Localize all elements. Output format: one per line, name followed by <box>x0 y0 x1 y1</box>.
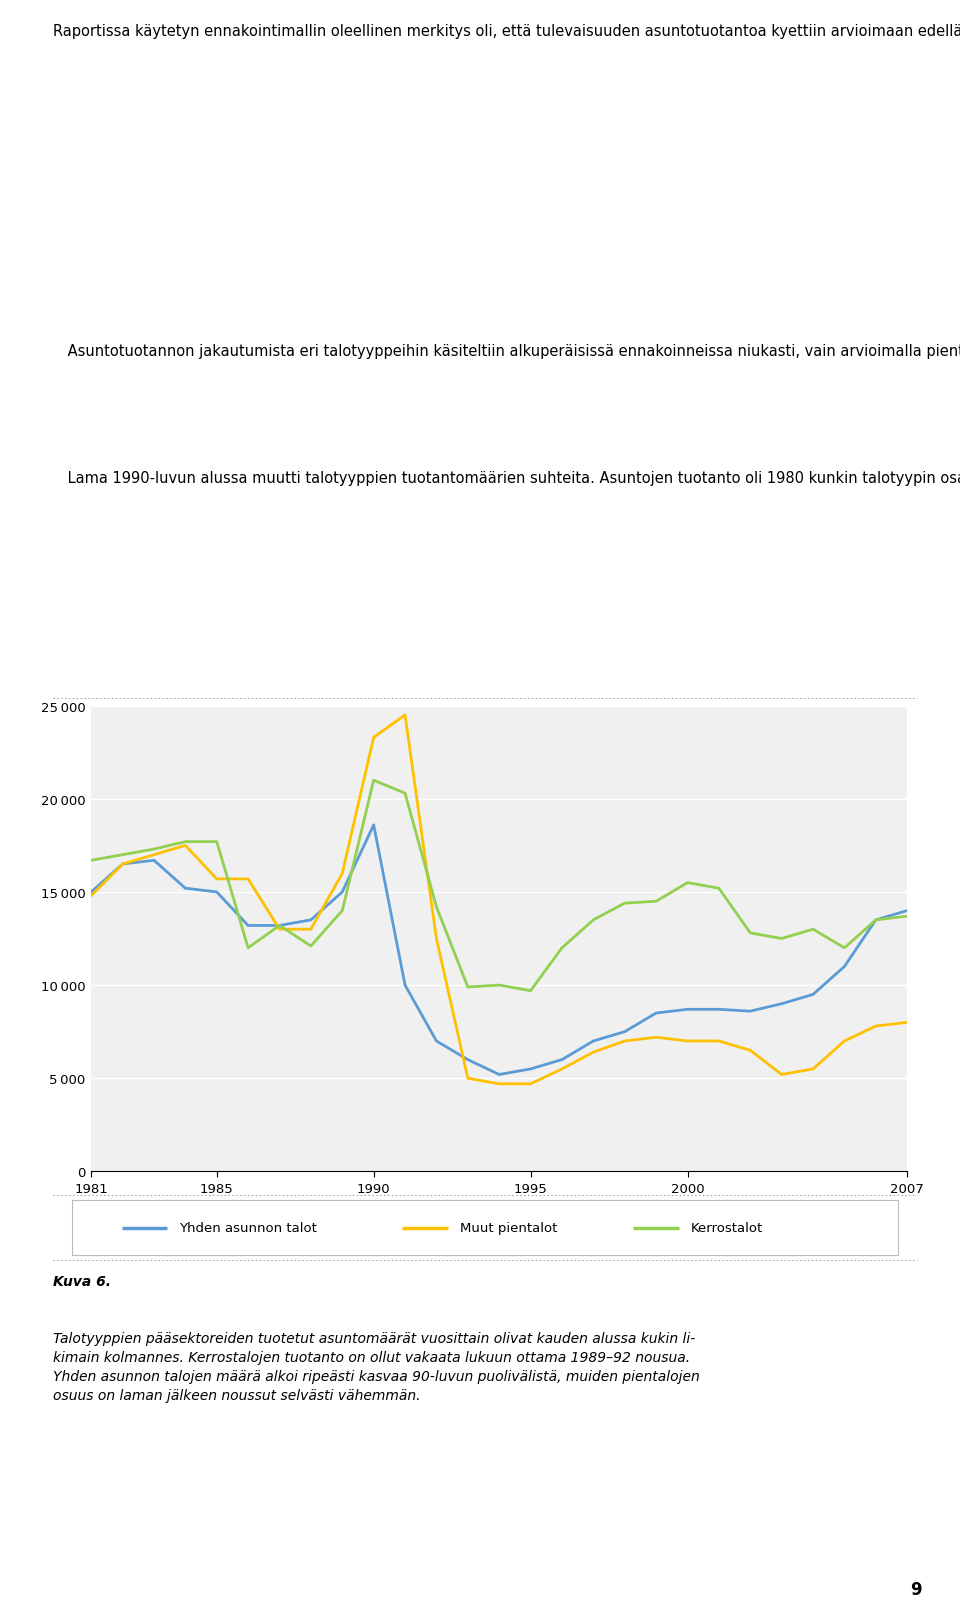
Text: Muut pientalot: Muut pientalot <box>460 1221 558 1234</box>
FancyBboxPatch shape <box>72 1201 898 1255</box>
Text: Kuva 6.: Kuva 6. <box>53 1274 110 1287</box>
Text: Kerrostalot: Kerrostalot <box>691 1221 763 1234</box>
Text: 9: 9 <box>910 1579 922 1599</box>
Text: Asuntotuotannon jakautumista eri talotyyppeihin käsiteltiin alkuperäisissä ennak: Asuntotuotannon jakautumista eri talotyy… <box>53 343 960 360</box>
Text: Raportissa käytetyn ennakointimallin oleellinen merkitys oli, että tulevaisuuden: Raportissa käytetyn ennakointimallin ole… <box>53 24 960 39</box>
Text: Talotyyppien pääsektoreiden tuotetut asuntomäärät vuosittain olivat kauden aluss: Talotyyppien pääsektoreiden tuotetut asu… <box>53 1332 700 1403</box>
Text: Yhden asunnon talot: Yhden asunnon talot <box>180 1221 317 1234</box>
Text: Lama 1990-luvun alussa muutti talotyyppien tuotantomäärien suhteita. Asuntojen t: Lama 1990-luvun alussa muutti talotyyppi… <box>53 470 960 485</box>
